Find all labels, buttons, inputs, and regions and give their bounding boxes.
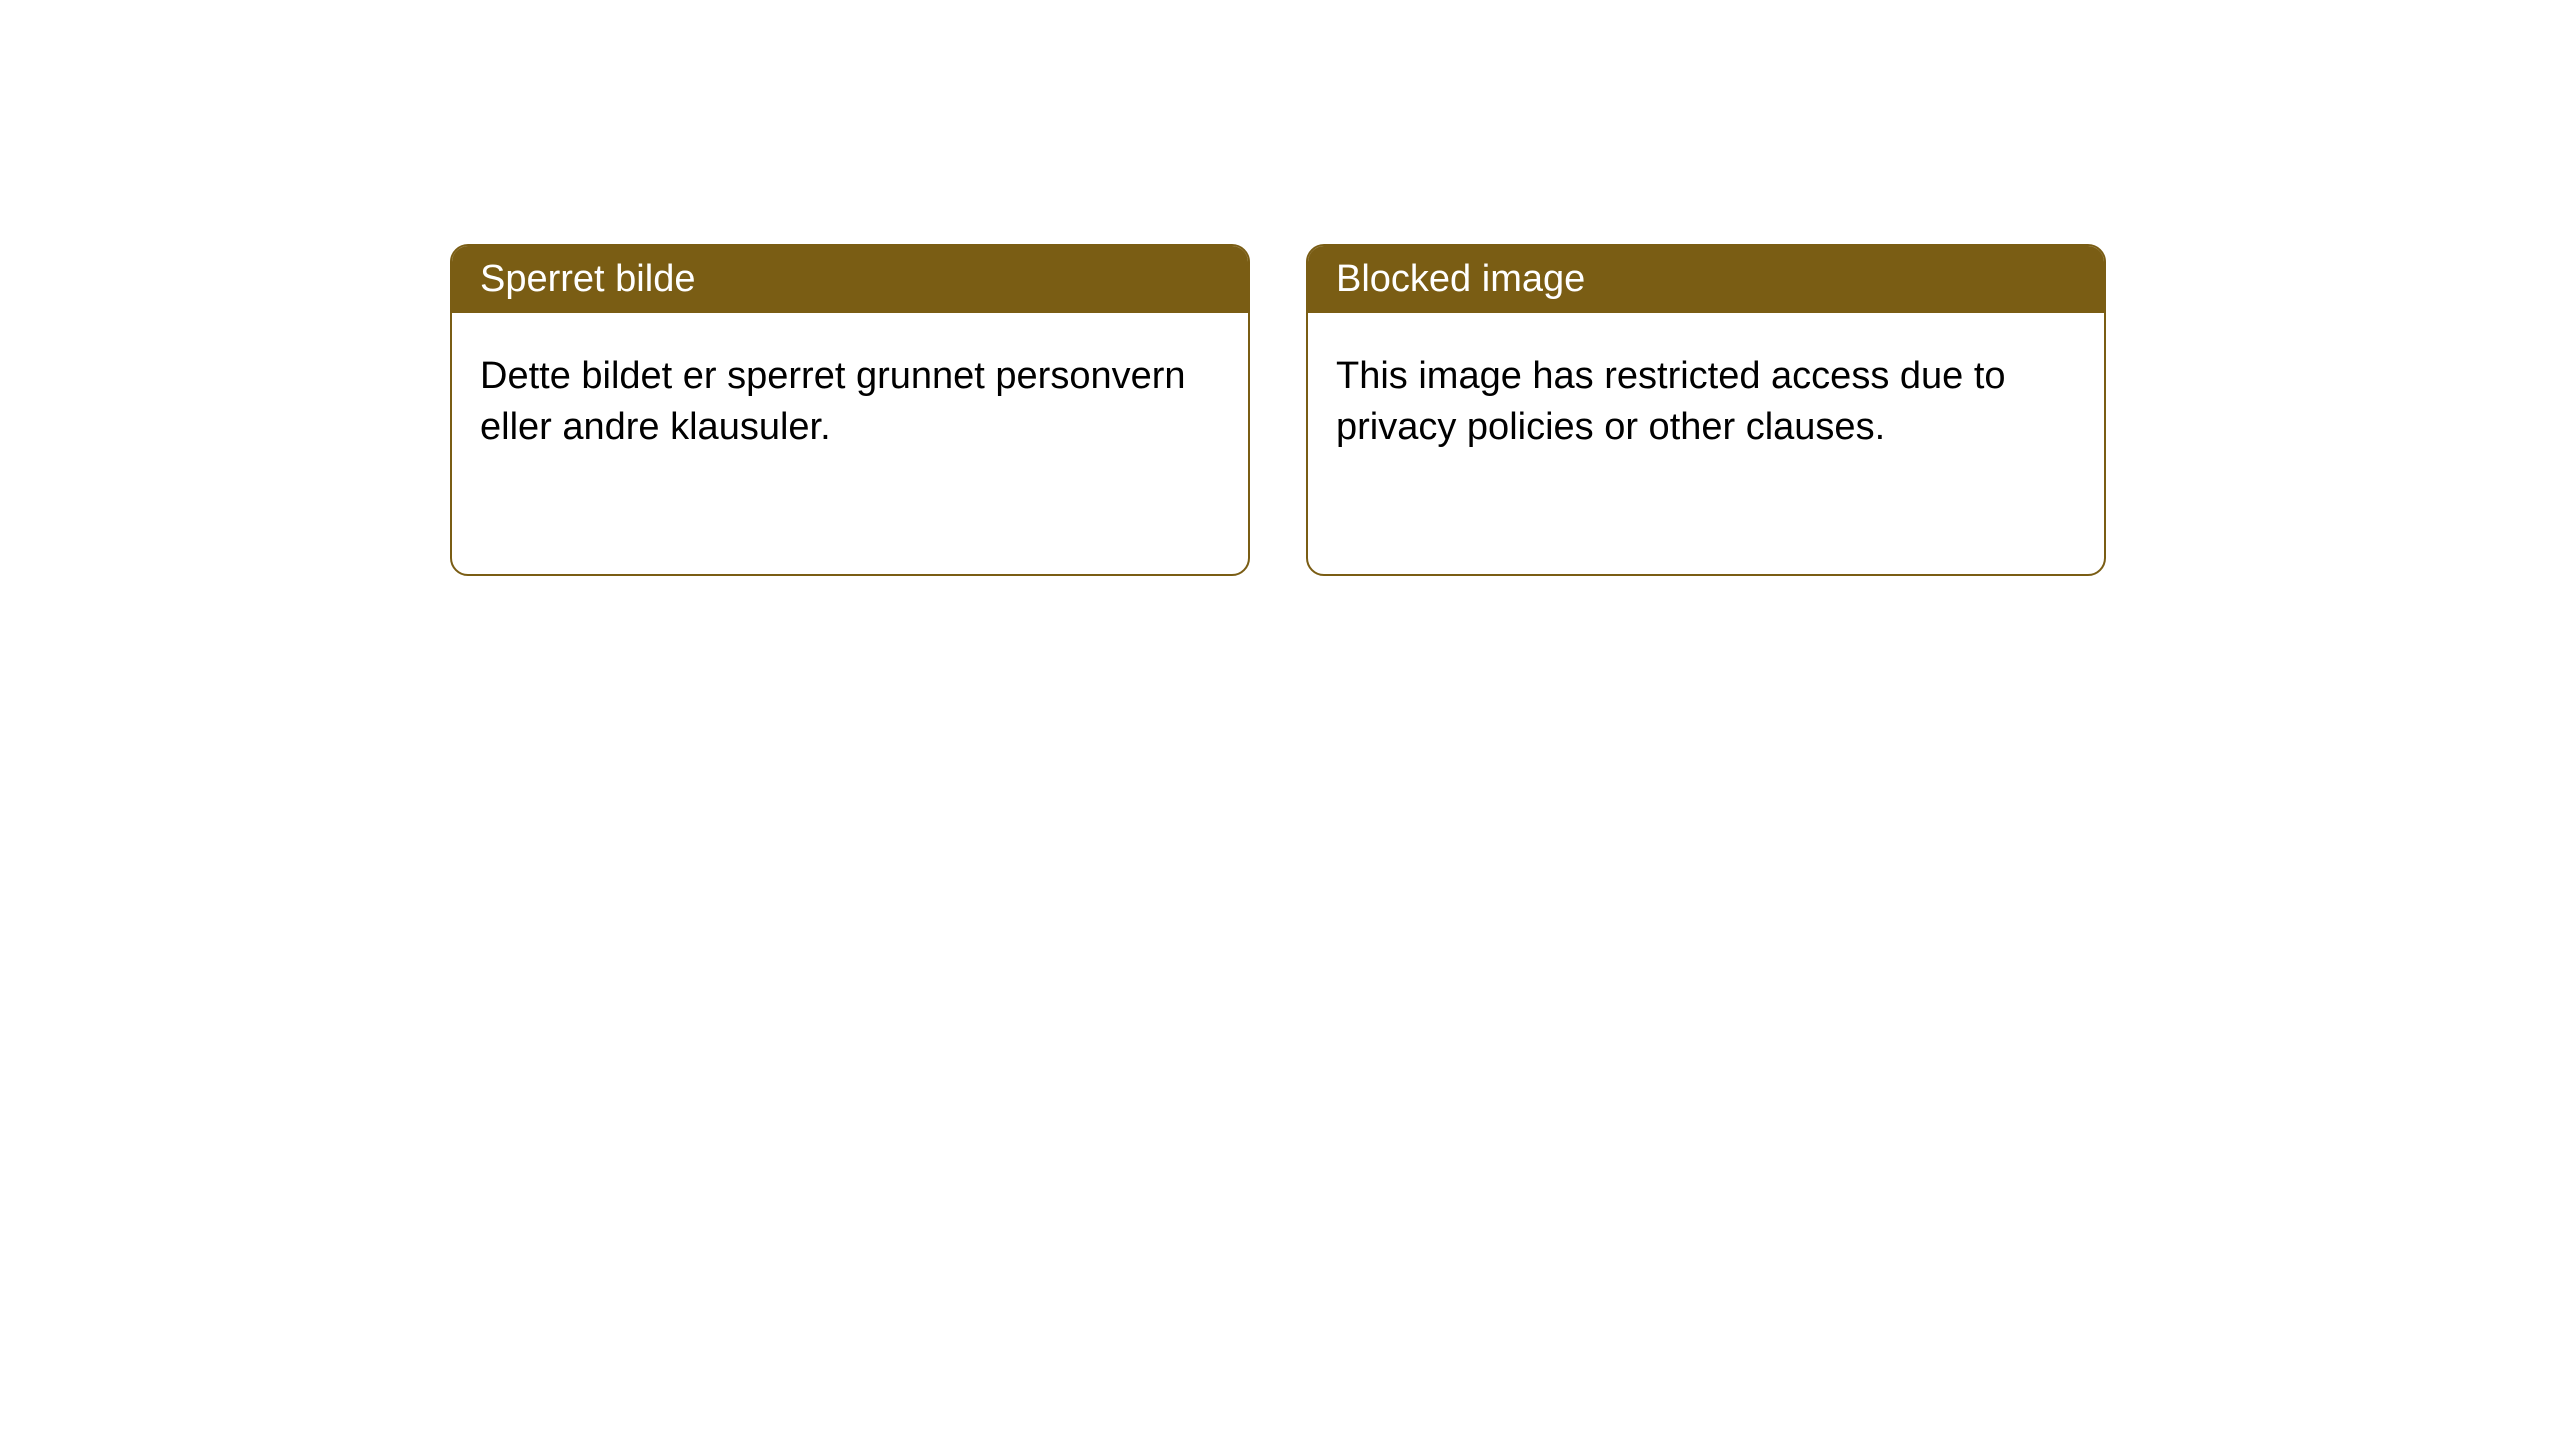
notice-title: Sperret bilde	[452, 246, 1248, 313]
notice-title: Blocked image	[1308, 246, 2104, 313]
notice-body: This image has restricted access due to …	[1308, 313, 2104, 492]
notice-container: Sperret bilde Dette bildet er sperret gr…	[0, 0, 2560, 576]
notice-card-norwegian: Sperret bilde Dette bildet er sperret gr…	[450, 244, 1250, 576]
notice-card-english: Blocked image This image has restricted …	[1306, 244, 2106, 576]
notice-body: Dette bildet er sperret grunnet personve…	[452, 313, 1248, 492]
